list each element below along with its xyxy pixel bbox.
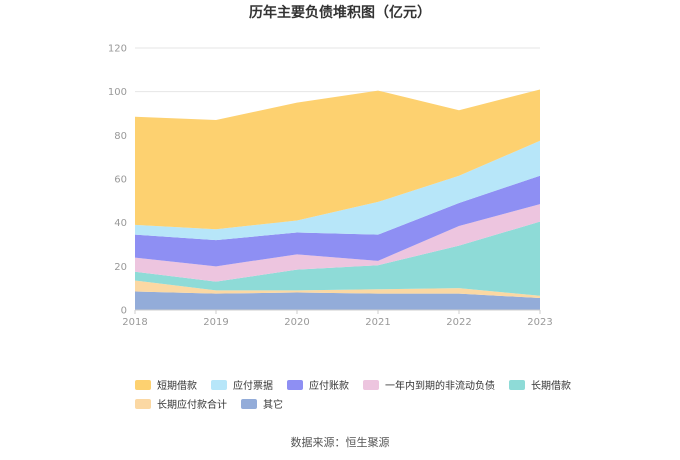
- legend-swatch: [509, 380, 525, 390]
- area-series-2: [135, 221, 540, 296]
- chart-title: 历年主要负债堆积图（亿元）: [249, 4, 431, 21]
- y-tick-label: 0: [121, 306, 127, 317]
- legend-swatch: [135, 380, 151, 390]
- area-series-5: [135, 140, 540, 241]
- x-tick-label: 2020: [284, 317, 309, 328]
- y-tick-label: 60: [114, 175, 127, 186]
- y-tick-label: 120: [108, 44, 127, 55]
- legend-swatch: [241, 399, 257, 409]
- legend-label: 一年内到期的非流动负债: [385, 379, 495, 392]
- legend-label: 长期借款: [531, 379, 571, 392]
- y-tick-label: 100: [108, 87, 127, 98]
- x-tick-label: 2019: [203, 317, 228, 328]
- legend-swatch: [363, 380, 379, 390]
- legend-swatch: [287, 380, 303, 390]
- area-series-0: [135, 291, 540, 310]
- area-series-3: [135, 204, 540, 282]
- y-tick-label: 40: [114, 218, 127, 229]
- x-tick-label: 2021: [365, 317, 390, 328]
- legend-swatch: [211, 380, 227, 390]
- area-series: [135, 89, 540, 310]
- axes: 0 20 40 60 80 100 120 2018 2019 2020 2021 2022 2023: [108, 44, 553, 329]
- legend-label: 应付票据: [233, 379, 273, 392]
- area-series-6: [135, 89, 540, 230]
- legend-label: 短期借款: [157, 379, 197, 392]
- y-tick-label: 20: [114, 262, 127, 273]
- legend-swatch: [135, 399, 151, 409]
- y-tick-label: 80: [114, 131, 127, 142]
- source-note: 数据来源：恒生聚源: [291, 435, 390, 449]
- area-series-4: [135, 175, 540, 267]
- x-tick-label: 2022: [446, 317, 471, 328]
- x-tick-label: 2023: [527, 317, 552, 328]
- area-series-1: [135, 280, 540, 298]
- legend-label: 其它: [263, 398, 283, 411]
- legend-label: 长期应付款合计: [157, 398, 227, 411]
- legend-label: 应付账款: [309, 379, 349, 392]
- x-tick-label: 2018: [122, 317, 147, 328]
